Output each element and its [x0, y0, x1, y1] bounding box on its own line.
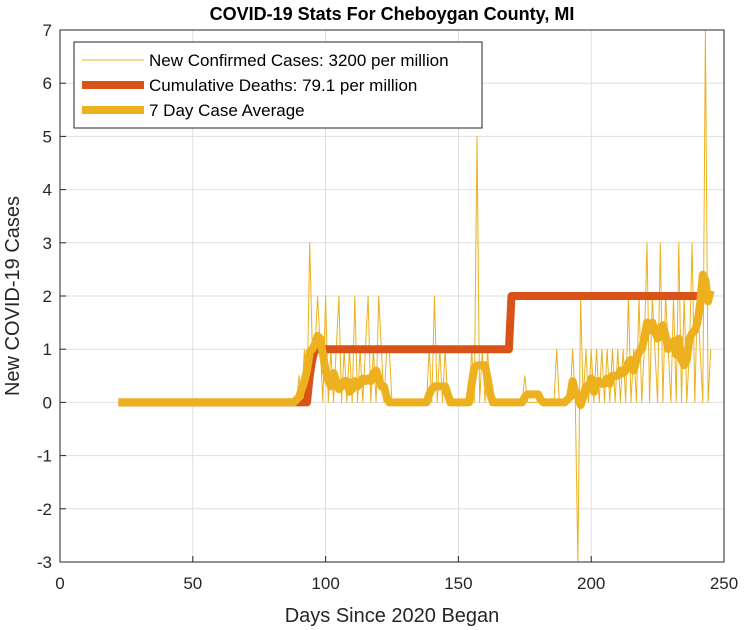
legend-item-cumulative-deaths-label: Cumulative Deaths: 79.1 per million	[149, 76, 417, 95]
x-axis-label: Days Since 2020 Began	[285, 605, 500, 627]
x-tick-label: 100	[311, 574, 339, 593]
legend: New Confirmed Cases: 3200 per million Cum…	[73, 41, 483, 129]
ticks-layer: 0 50 100 150 200 250 -3 -2 -1 0 1 2 3 4 5 6 7	[37, 21, 738, 593]
legend-item-new-cases-label: New Confirmed Cases: 3200 per million	[149, 51, 449, 70]
x-tick-label: 250	[710, 574, 738, 593]
y-tick-label: 2	[43, 287, 52, 306]
y-tick-label: 4	[43, 181, 52, 200]
chart-title: COVID-19 Stats For Cheboygan County, MI	[210, 4, 575, 24]
y-tick-label: 7	[43, 21, 52, 40]
y-tick-label: 6	[43, 74, 52, 93]
x-tick-label: 200	[577, 574, 605, 593]
series-layer	[118, 29, 715, 563]
y-axis-label: New COVID-19 Cases	[2, 196, 24, 396]
x-tick-label: 150	[444, 574, 472, 593]
y-tick-label: -3	[37, 553, 52, 572]
y-tick-label: -1	[37, 447, 52, 466]
x-tick-label: 50	[183, 574, 202, 593]
x-tick-label: 0	[55, 574, 64, 593]
y-tick-label: 1	[43, 340, 52, 359]
seven-day-average-line	[118, 270, 715, 410]
y-tick-label: 0	[43, 393, 52, 412]
cumulative-deaths-line	[118, 292, 711, 407]
y-tick-label: -2	[37, 500, 52, 519]
y-tick-label: 3	[43, 234, 52, 253]
y-tick-label: 5	[43, 127, 52, 146]
legend-item-seven-day-average-label: 7 Day Case Average	[149, 101, 305, 120]
